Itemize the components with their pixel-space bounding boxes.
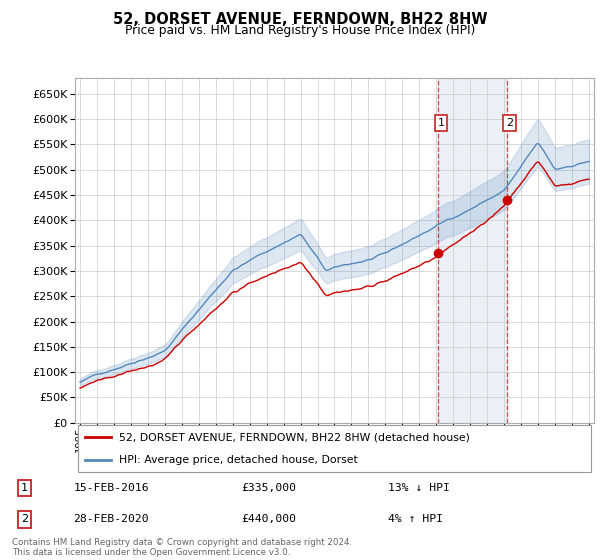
Text: 52, DORSET AVENUE, FERNDOWN, BH22 8HW: 52, DORSET AVENUE, FERNDOWN, BH22 8HW [113, 12, 487, 27]
Text: 28-FEB-2020: 28-FEB-2020 [74, 515, 149, 525]
Text: 52, DORSET AVENUE, FERNDOWN, BH22 8HW (detached house): 52, DORSET AVENUE, FERNDOWN, BH22 8HW (d… [119, 432, 470, 442]
FancyBboxPatch shape [77, 426, 592, 472]
Text: 2: 2 [506, 118, 513, 128]
Text: £440,000: £440,000 [241, 515, 296, 525]
Text: Price paid vs. HM Land Registry's House Price Index (HPI): Price paid vs. HM Land Registry's House … [125, 24, 475, 36]
Bar [438, 78, 507, 423]
Text: 1: 1 [21, 483, 28, 493]
Text: £335,000: £335,000 [241, 483, 296, 493]
Text: 1: 1 [437, 118, 445, 128]
Text: 4% ↑ HPI: 4% ↑ HPI [388, 515, 443, 525]
Text: 15-FEB-2016: 15-FEB-2016 [74, 483, 149, 493]
Text: HPI: Average price, detached house, Dorset: HPI: Average price, detached house, Dors… [119, 455, 358, 465]
Text: 13% ↓ HPI: 13% ↓ HPI [388, 483, 450, 493]
Text: 2: 2 [21, 515, 28, 525]
Text: Contains HM Land Registry data © Crown copyright and database right 2024.
This d: Contains HM Land Registry data © Crown c… [12, 538, 352, 557]
